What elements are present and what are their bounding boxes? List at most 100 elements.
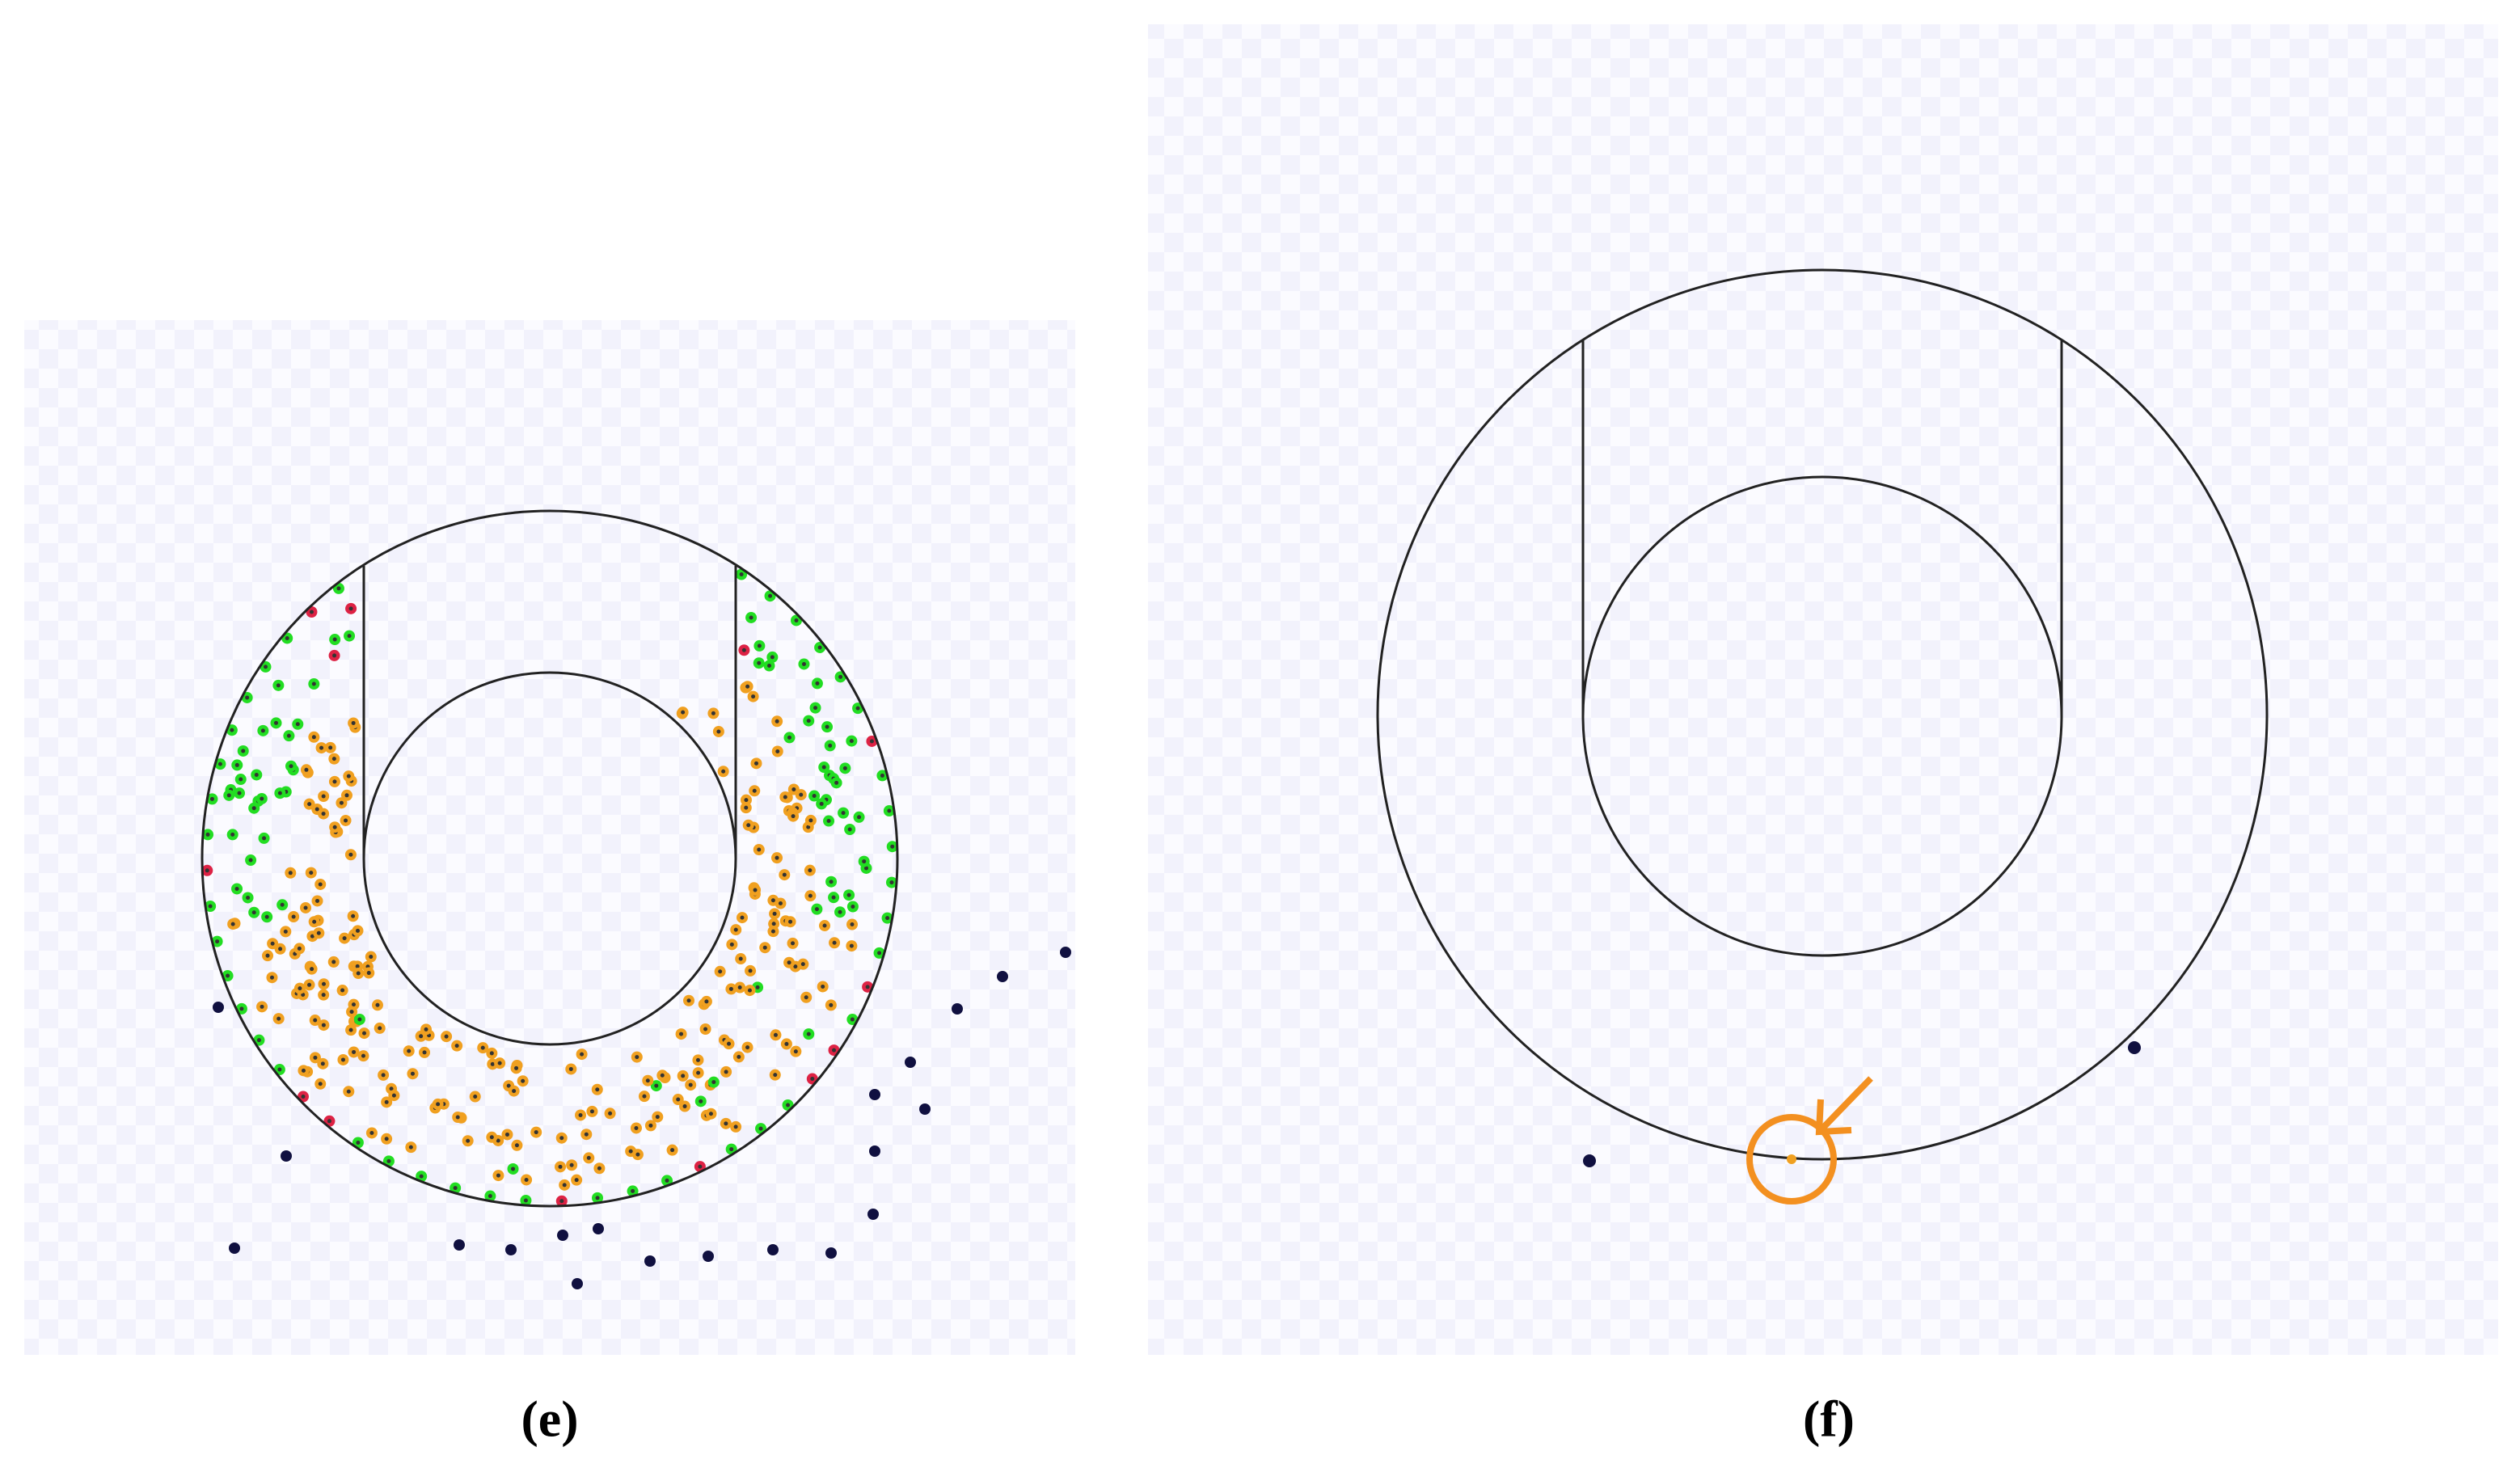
particle	[681, 1074, 686, 1078]
particle	[303, 905, 308, 910]
arrow	[1820, 1076, 1873, 1131]
particle	[307, 802, 312, 807]
particle	[557, 1230, 568, 1241]
caption: (e)	[521, 1390, 578, 1448]
particle	[245, 695, 250, 700]
particle	[877, 951, 882, 956]
particle	[808, 868, 813, 873]
particle	[806, 1032, 811, 1036]
particle	[821, 765, 826, 770]
particle	[608, 1111, 613, 1116]
particle	[817, 645, 822, 650]
particle	[226, 973, 230, 978]
particle	[313, 1055, 318, 1060]
particle	[562, 1183, 567, 1188]
particle	[838, 909, 842, 914]
particle	[351, 1002, 356, 1007]
particle	[775, 855, 779, 860]
particle	[727, 1041, 732, 1046]
particle	[716, 729, 721, 734]
particle	[265, 953, 270, 958]
caption: (f)	[1803, 1390, 1855, 1448]
particle	[286, 733, 291, 738]
particle	[867, 1209, 879, 1220]
particle	[386, 1158, 391, 1163]
particle	[319, 745, 324, 750]
particle	[724, 1121, 728, 1126]
particle	[489, 1135, 494, 1140]
particle	[704, 999, 709, 1004]
particle	[534, 1130, 538, 1135]
particle	[849, 739, 854, 744]
particle	[832, 940, 837, 945]
particle	[773, 1032, 778, 1037]
particle	[283, 929, 288, 934]
particle	[846, 892, 851, 897]
particle	[312, 919, 317, 924]
particle	[740, 915, 745, 920]
particle	[389, 1086, 394, 1091]
particle	[737, 985, 742, 990]
particle	[480, 1045, 485, 1050]
particle	[688, 1082, 693, 1087]
particle	[424, 1027, 428, 1032]
particle	[762, 945, 767, 950]
particle	[348, 852, 353, 857]
particle	[703, 1027, 708, 1032]
particle	[369, 1130, 374, 1135]
particle	[770, 898, 775, 903]
particle	[825, 1247, 837, 1259]
particle	[291, 914, 296, 919]
particle	[297, 946, 302, 951]
particle	[327, 1119, 331, 1124]
particle	[419, 1174, 424, 1179]
particle	[230, 922, 235, 926]
particle	[745, 1045, 750, 1050]
particle	[660, 1073, 665, 1078]
particle	[631, 1188, 635, 1193]
particle	[770, 929, 775, 934]
particle	[352, 1049, 357, 1054]
particle	[812, 794, 817, 799]
particle	[304, 767, 309, 772]
particle	[595, 1196, 600, 1200]
particle	[737, 1054, 741, 1059]
particle	[254, 772, 259, 777]
particle	[766, 664, 771, 669]
particle	[504, 1132, 509, 1137]
particle	[301, 992, 306, 997]
particle	[512, 1089, 517, 1094]
particle	[238, 777, 243, 782]
particle	[832, 1048, 837, 1053]
particle	[850, 1017, 855, 1022]
particle	[686, 998, 691, 1003]
particle	[628, 1149, 633, 1154]
particle	[361, 1053, 365, 1058]
particle	[578, 1112, 583, 1117]
particle	[847, 827, 852, 832]
particle	[665, 1178, 669, 1183]
particle	[800, 962, 805, 967]
particle	[729, 1147, 734, 1152]
particle	[466, 1138, 471, 1143]
particle	[246, 895, 251, 900]
particle	[751, 694, 756, 699]
particle	[384, 1099, 389, 1104]
particle	[273, 720, 278, 725]
particle	[767, 1244, 779, 1255]
particle	[695, 1057, 700, 1062]
particle	[746, 823, 751, 828]
particle	[369, 955, 374, 960]
particle	[586, 1155, 591, 1160]
particle	[711, 711, 715, 715]
particle	[753, 761, 758, 766]
particle	[251, 806, 256, 811]
particle	[744, 798, 749, 803]
particle	[787, 960, 791, 965]
panel-f: (f)	[1148, 24, 2498, 1448]
particle	[277, 1067, 282, 1072]
particle	[782, 872, 787, 877]
particle	[298, 986, 302, 991]
